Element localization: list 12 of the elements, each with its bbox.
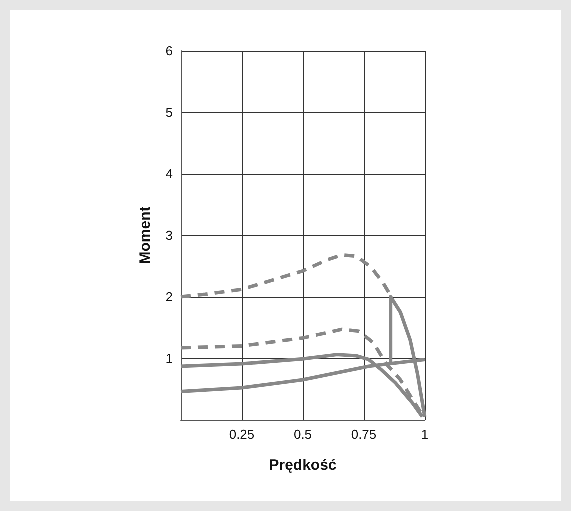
- y-tick-label: 4: [166, 166, 173, 182]
- y-axis-title: Moment: [137, 206, 154, 264]
- x-tick-label: 1: [421, 427, 429, 442]
- x-axis-title: Prędkość: [269, 457, 337, 474]
- y-tick-label: 6: [166, 44, 173, 58]
- x-tick-label: 0.5: [294, 427, 312, 442]
- x-tick-label: 0.75: [351, 427, 377, 442]
- y-tick-label: 3: [166, 228, 173, 243]
- y-tick-label: 2: [166, 290, 173, 304]
- y-tick-label: 5: [166, 105, 173, 120]
- y-tick-label: 1: [166, 351, 173, 366]
- x-tick-label: 0.25: [229, 427, 255, 442]
